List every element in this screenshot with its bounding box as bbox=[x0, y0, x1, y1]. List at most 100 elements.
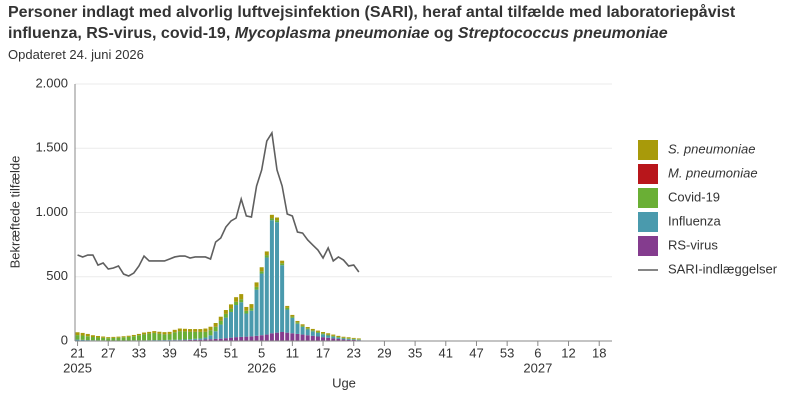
bar-segment bbox=[234, 297, 239, 302]
y-tick-label: 0 bbox=[61, 332, 68, 347]
bar-segment bbox=[300, 324, 305, 326]
x-tick-label: 6 bbox=[534, 345, 541, 360]
bar-segment bbox=[269, 220, 274, 334]
bar-segment bbox=[244, 336, 249, 341]
bar-segment bbox=[80, 332, 85, 336]
bar-segment bbox=[321, 333, 326, 335]
bar-segment bbox=[208, 335, 213, 340]
bar-segment bbox=[172, 339, 177, 341]
line bbox=[77, 130, 360, 277]
year-label: 2026 bbox=[247, 360, 276, 375]
bar-segment bbox=[218, 316, 223, 321]
bar-segment bbox=[280, 263, 285, 266]
bar-segment bbox=[106, 338, 111, 341]
bar-segment bbox=[351, 338, 356, 340]
bar-segment bbox=[264, 255, 269, 258]
y-axis-label: Bekræftede tilfælde bbox=[7, 156, 22, 269]
bar-segment bbox=[336, 337, 341, 339]
bar-segment bbox=[331, 336, 336, 339]
bar-segment bbox=[249, 308, 254, 311]
bar-segment bbox=[203, 337, 208, 340]
title-part: Mycoplasma pneumoniae bbox=[234, 25, 430, 42]
legend-swatch bbox=[638, 236, 658, 256]
bar-segment bbox=[295, 333, 300, 341]
bar-segment bbox=[182, 328, 187, 332]
bar-segment bbox=[351, 339, 356, 341]
bar-segment bbox=[223, 338, 228, 341]
bar-segment bbox=[290, 314, 295, 317]
bar-segment bbox=[280, 265, 285, 333]
bar-segment bbox=[275, 332, 280, 341]
bar-segment bbox=[269, 218, 274, 221]
bar-segment bbox=[126, 336, 131, 341]
bar-segment bbox=[147, 331, 152, 334]
bar-segment bbox=[285, 332, 290, 341]
bar-segment bbox=[351, 337, 356, 339]
bar-segment bbox=[259, 273, 264, 336]
bar-segment bbox=[346, 339, 351, 341]
legend-swatch bbox=[638, 140, 658, 160]
bar-segment bbox=[239, 299, 244, 303]
bar-segment bbox=[239, 294, 244, 300]
bar-segment bbox=[208, 326, 213, 331]
x-tick-label: 35 bbox=[408, 345, 422, 360]
bar-segment bbox=[310, 330, 315, 332]
bar-segment bbox=[193, 338, 198, 340]
bar-segment bbox=[326, 334, 331, 336]
bar-segment bbox=[351, 339, 356, 340]
y-tick-label: 1.500 bbox=[35, 140, 68, 155]
bar-segment bbox=[315, 332, 320, 337]
bar-segment bbox=[147, 333, 152, 341]
year-label: 2027 bbox=[523, 360, 552, 375]
bar-segment bbox=[218, 324, 223, 339]
bar-segment bbox=[157, 331, 162, 334]
bar-segment bbox=[300, 334, 305, 341]
bar-segment bbox=[152, 333, 157, 341]
bar-segment bbox=[275, 217, 280, 221]
bar-segment bbox=[300, 325, 305, 327]
bar-segment bbox=[223, 314, 228, 318]
bar-segment bbox=[331, 335, 336, 337]
bar-segment bbox=[280, 260, 285, 264]
bar-segment bbox=[315, 332, 320, 333]
bar-segment bbox=[295, 323, 300, 334]
bar-segment bbox=[90, 337, 95, 341]
bar-segment bbox=[96, 335, 101, 338]
bar-segment bbox=[111, 336, 116, 338]
title-part: Personer indlagt med alvorlig luftvejsin… bbox=[8, 4, 736, 42]
bar-segment bbox=[305, 335, 310, 341]
legend-swatch bbox=[638, 212, 658, 232]
bar-segment bbox=[239, 336, 244, 341]
chart-subtitle: Opdateret 24. juni 2026 bbox=[8, 47, 144, 62]
bar-segment bbox=[223, 317, 228, 339]
bar-segment bbox=[326, 333, 331, 335]
bar-segment bbox=[331, 338, 336, 341]
bar-segment bbox=[315, 330, 320, 332]
y-tick-label: 1.000 bbox=[35, 204, 68, 219]
bar-segment bbox=[305, 328, 310, 330]
bar-segment bbox=[259, 267, 264, 272]
legend-label: M. pneumoniae bbox=[668, 165, 758, 180]
bar-segment bbox=[177, 328, 182, 332]
bar-segment bbox=[264, 334, 269, 341]
bar-segment bbox=[244, 313, 249, 337]
bar-segment bbox=[228, 311, 233, 338]
x-tick-label: 33 bbox=[132, 345, 146, 360]
bar-segment bbox=[136, 335, 141, 341]
bar-segment bbox=[341, 338, 346, 340]
bar-segment bbox=[198, 339, 203, 341]
legend-label: Covid-19 bbox=[668, 189, 720, 204]
bar-segment bbox=[116, 337, 121, 341]
bar-segment bbox=[254, 289, 259, 336]
bar-segment bbox=[75, 335, 80, 340]
bar-segment bbox=[218, 320, 223, 325]
bar-segment bbox=[193, 339, 198, 341]
title-part: og bbox=[429, 25, 458, 42]
bar-segment bbox=[321, 334, 326, 338]
bar-segment bbox=[188, 339, 193, 341]
y-tick-label: 2.000 bbox=[35, 75, 68, 90]
bar-segment bbox=[346, 338, 351, 339]
bar-segment bbox=[203, 339, 208, 341]
